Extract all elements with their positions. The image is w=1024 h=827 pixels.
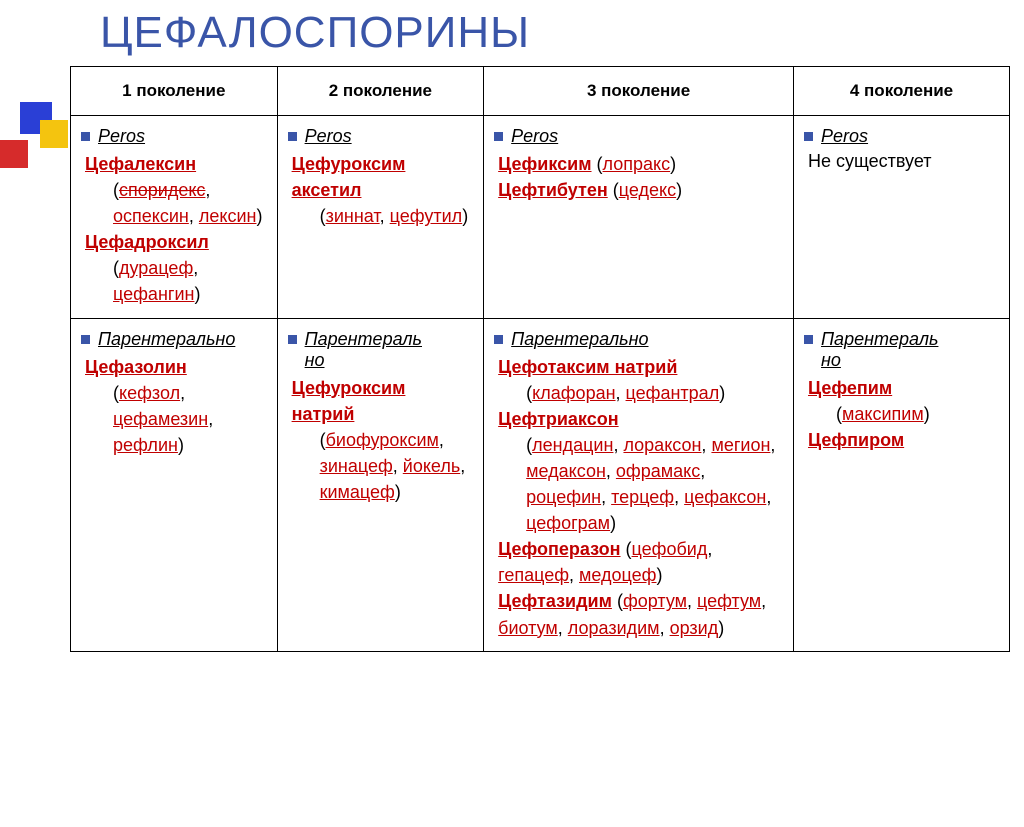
drug-list: Цефалексин(споридекс, оспексин, лексин)Ц… xyxy=(81,151,267,308)
deco-red-square xyxy=(0,140,28,168)
cell-gen4-parenteral: Парентерально Цефепим(максипим)Цефпиром xyxy=(794,318,1010,651)
col-header-gen4: 4 поколение xyxy=(794,67,1010,116)
bullet-icon xyxy=(81,132,90,141)
route-label-peros: Peros xyxy=(494,126,783,147)
route-text: Парентерально xyxy=(511,329,648,350)
bullet-icon xyxy=(288,335,297,344)
col-header-gen2: 2 поколение xyxy=(277,67,484,116)
cell-gen3-peros: Peros Цефиксим (лопракс)Цефтибутен (цеде… xyxy=(484,116,794,319)
bullet-icon xyxy=(804,335,813,344)
bullet-icon xyxy=(494,132,503,141)
bullet-icon xyxy=(804,132,813,141)
route-text: Парентерально xyxy=(821,329,938,371)
cell-gen2-parenteral: Парентерально Цефуроксим натрий(биофурок… xyxy=(277,318,484,651)
route-label-peros: Peros xyxy=(81,126,267,147)
cell-gen2-peros: Peros Цефуроксим аксетил(зиннат, цефутил… xyxy=(277,116,484,319)
generations-table: 1 поколение 2 поколение 3 поколение 4 по… xyxy=(70,66,1010,652)
route-text: Peros xyxy=(98,126,145,147)
cell-gen4-peros: Peros Не существует xyxy=(794,116,1010,319)
table-header-row: 1 поколение 2 поколение 3 поколение 4 по… xyxy=(71,67,1010,116)
slide-decoration xyxy=(0,100,60,190)
drug-list: Цефуроксим аксетил(зиннат, цефутил) xyxy=(288,151,474,229)
route-label-parenteral: Парентерально xyxy=(804,329,999,371)
bullet-icon xyxy=(81,335,90,344)
route-label-parenteral: Парентерально xyxy=(81,329,267,350)
noexist-text: Не существует xyxy=(804,151,999,172)
route-label-parenteral: Парентерально xyxy=(494,329,783,350)
col-header-gen1: 1 поколение xyxy=(71,67,278,116)
cell-gen1-parenteral: Парентерально Цефазолин(кефзол, цефамези… xyxy=(71,318,278,651)
drug-list: Цефепим(максипим)Цефпиром xyxy=(804,375,999,453)
drug-list: Цефазолин(кефзол, цефамезин, рефлин) xyxy=(81,354,267,458)
deco-yellow-square xyxy=(40,120,68,148)
table-row-peros: Peros Цефалексин(споридекс, оспексин, ле… xyxy=(71,116,1010,319)
slide-title: ЦЕФАЛОСПОРИНЫ xyxy=(0,0,1024,66)
route-text: Парентерально xyxy=(305,329,422,371)
route-text: Peros xyxy=(821,126,868,147)
route-label-parenteral: Парентерально xyxy=(288,329,474,371)
table-row-parenteral: Парентерально Цефазолин(кефзол, цефамези… xyxy=(71,318,1010,651)
drug-list: Цефиксим (лопракс)Цефтибутен (цедекс) xyxy=(494,151,783,203)
cell-gen3-parenteral: Парентерально Цефотаксим натрий(клафоран… xyxy=(484,318,794,651)
route-text: Peros xyxy=(511,126,558,147)
cell-gen1-peros: Peros Цефалексин(споридекс, оспексин, ле… xyxy=(71,116,278,319)
col-header-gen3: 3 поколение xyxy=(484,67,794,116)
route-text: Парентерально xyxy=(98,329,235,350)
route-label-peros: Peros xyxy=(288,126,474,147)
drug-list: Цефуроксим натрий(биофуроксим, зинацеф, … xyxy=(288,375,474,505)
drug-list: Цефотаксим натрий(клафоран, цефантрал)Це… xyxy=(494,354,783,641)
route-label-peros: Peros xyxy=(804,126,999,147)
route-text: Peros xyxy=(305,126,352,147)
bullet-icon xyxy=(494,335,503,344)
bullet-icon xyxy=(288,132,297,141)
